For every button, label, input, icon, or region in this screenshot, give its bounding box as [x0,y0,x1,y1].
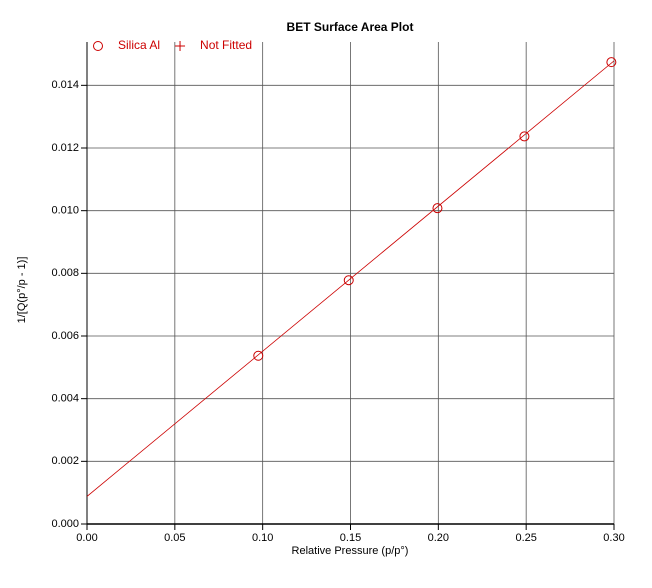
y-tick-label: 0.004 [51,393,79,405]
y-tick-label: 0.012 [51,142,79,154]
x-tick-label: 0.20 [428,532,449,544]
legend-marker [93,41,103,51]
x-tick-label: 0.10 [252,532,273,544]
x-tick-label: 0.30 [603,532,624,544]
chart-title: BET Surface Area Plot [287,20,414,34]
point [606,57,617,68]
x-tick-label: 0.05 [164,532,185,544]
legend-text: Not Fitted [200,38,252,52]
point [343,275,354,286]
y-tick-label: 0.014 [51,79,79,91]
point [253,350,264,361]
y-tick-label: 0.002 [51,455,79,467]
point [432,203,443,214]
fit-line [87,60,614,497]
x-axis-label: Relative Pressure (p/p°) [292,545,409,557]
y-axis-label: 1/[Q(p°/p - 1)] [16,257,28,324]
y-tick-label: 0.010 [51,205,79,217]
legend-text: Silica Al [118,38,160,52]
y-tick-label: 0.006 [51,330,79,342]
legend-marker [175,41,186,51]
x-tick-label: 0.15 [340,532,361,544]
x-tick-label: 0.25 [515,532,536,544]
point [519,131,530,142]
x-tick-label: 0.00 [76,532,97,544]
y-tick-label: 0.000 [51,518,79,530]
y-tick-label: 0.008 [51,267,79,279]
